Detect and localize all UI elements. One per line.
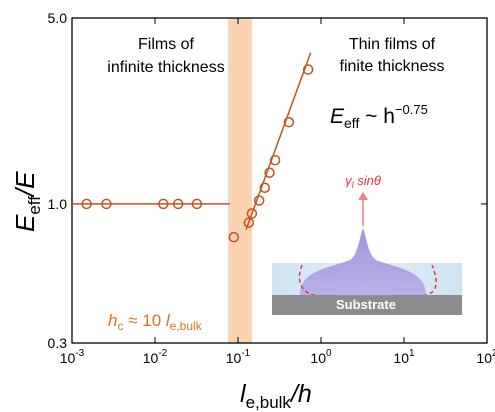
data-point: [302, 64, 314, 75]
t: −0.75: [395, 102, 428, 117]
data-point: [246, 208, 258, 219]
y-axis-label: Eeff/E: [10, 171, 44, 232]
tick-exponent: -1: [241, 348, 250, 359]
tick-exponent: -3: [75, 348, 84, 359]
plot-frame: [71, 17, 488, 344]
t: l: [352, 180, 355, 190]
y-tick-label: 5.0: [48, 10, 68, 26]
x-tick-label: 10-1: [226, 348, 251, 366]
data-point: [158, 198, 169, 210]
x-tick-label: 102: [476, 348, 495, 366]
x-tick-label: 100: [310, 348, 332, 366]
annotation: Thin films of: [349, 36, 436, 53]
substrate-label: Substrate: [336, 297, 396, 312]
data-point: [283, 116, 295, 128]
t: e,bulk: [246, 393, 292, 412]
inset: Substrate γl sinθ: [272, 173, 462, 315]
data-point: [172, 198, 184, 210]
y-tick-label: 0.3: [48, 335, 68, 351]
data-point: [259, 182, 270, 194]
x-tick-label: 101: [393, 348, 415, 366]
x-tick-label: 10-3: [60, 348, 85, 366]
substrate: [272, 295, 462, 315]
tick-exponent: 2: [492, 348, 495, 359]
t: E: [330, 105, 345, 128]
t: /h: [289, 380, 312, 408]
annotation: finite thickness: [340, 58, 445, 75]
tick-base: 10: [393, 350, 409, 366]
x-tick-label: 10-2: [143, 348, 168, 366]
t: ~ h: [359, 105, 395, 128]
t: sinθ: [354, 173, 381, 188]
tick-exponent: -2: [158, 348, 167, 359]
t: eff: [25, 196, 44, 215]
tick-base: 10: [60, 350, 76, 366]
data-point: [191, 198, 203, 210]
t: l: [166, 311, 171, 330]
t: E: [10, 214, 40, 232]
tick-exponent: 0: [326, 348, 332, 359]
t: ≈ 10: [123, 311, 165, 330]
data-point: [228, 231, 240, 243]
y-tick-label: 1.0: [48, 196, 68, 212]
tick-base: 10: [143, 350, 159, 366]
critical-label: hc ≈ 10 le,bulk: [108, 311, 203, 333]
t: γ: [345, 173, 353, 188]
data-point: [269, 154, 281, 166]
tick-exponent: 1: [409, 348, 415, 359]
formula: Eeff ~ h−0.75: [330, 102, 428, 131]
data-point: [101, 198, 112, 210]
trend-line: [245, 52, 312, 230]
tick-base: 10: [310, 350, 326, 366]
data-point: [81, 198, 92, 210]
t: /E: [10, 171, 40, 198]
data-point: [253, 195, 265, 206]
annotation: Films of: [138, 36, 195, 53]
data-point: [243, 217, 255, 228]
arrow-head: [358, 192, 368, 200]
tick-base: 10: [476, 350, 492, 366]
t: e,bulk: [170, 319, 203, 333]
annotation: infinite thickness: [107, 59, 224, 76]
force-label: γl sinθ: [345, 173, 381, 190]
data-point: [264, 167, 275, 178]
tick-base: 10: [226, 350, 242, 366]
t: c: [117, 319, 123, 333]
film-deformation: [300, 228, 426, 295]
t: h: [108, 311, 117, 330]
x-axis-label: le,bulk/h: [240, 380, 312, 412]
t: l: [240, 380, 247, 408]
t: eff: [344, 115, 359, 131]
threshold-band: [228, 18, 252, 343]
